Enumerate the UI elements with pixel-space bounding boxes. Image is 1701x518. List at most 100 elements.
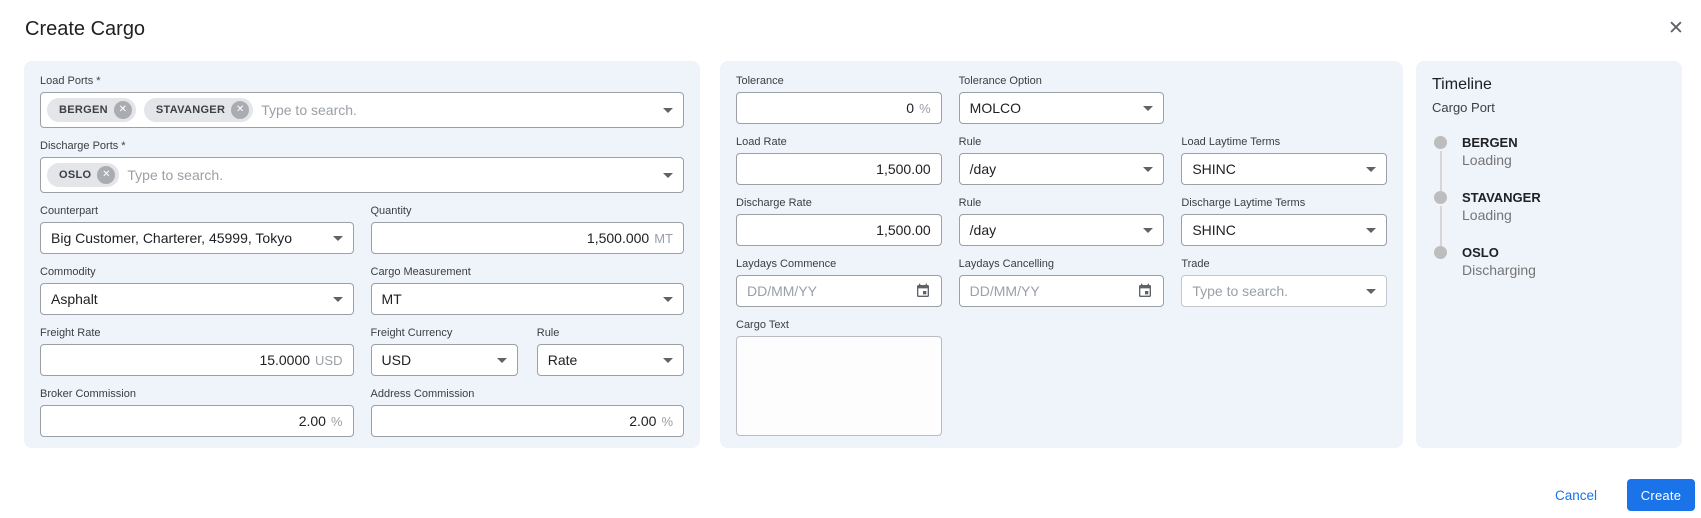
freight-currency-select[interactable]: USD	[370, 344, 518, 376]
close-icon[interactable]: ✕	[1668, 17, 1684, 39]
chip-remove-icon[interactable]: ✕	[113, 101, 132, 119]
chip-remove-icon[interactable]: ✕	[97, 166, 116, 184]
tolerance-option-label: Tolerance Option	[958, 75, 1042, 87]
trade-input[interactable]: Type to search.	[1181, 275, 1387, 307]
trade-field: Trade Type to search.	[1181, 258, 1387, 307]
chip-label: OSLO	[59, 169, 92, 181]
timeline-subtitle: Cargo Port	[1432, 100, 1495, 115]
discharge-laytime-terms-select[interactable]: SHINC	[1181, 214, 1387, 246]
quantity-label: Quantity	[370, 205, 412, 217]
dropdown-arrow-icon	[1366, 227, 1376, 233]
load-port-chip: BERGEN ✕	[47, 98, 136, 122]
broker-commission-value: 2.00	[298, 413, 326, 429]
freight-rate-input[interactable]: 15.0000 USD	[40, 344, 354, 376]
load-ports-label: Load Ports *	[40, 75, 101, 87]
laydays-cancelling-input[interactable]: DD/MM/YY	[958, 275, 1165, 307]
broker-commission-field: Broker Commission 2.00 %	[40, 388, 354, 437]
create-button[interactable]: Create	[1627, 479, 1695, 511]
load-ports-input[interactable]: BERGEN ✕ STAVANGER ✕ Type to search.	[40, 92, 684, 128]
dropdown-arrow-icon	[496, 357, 507, 363]
dropdown-arrow-icon	[663, 296, 673, 302]
load-rule-select[interactable]: /day	[958, 153, 1165, 185]
dropdown-arrow-icon	[332, 235, 343, 241]
quantity-input[interactable]: 1,500.000 MT	[370, 222, 684, 254]
timeline-port: STAVANGER	[1462, 190, 1541, 205]
trade-placeholder: Type to search.	[1192, 283, 1289, 299]
load-laytime-terms-label: Load Laytime Terms	[1181, 136, 1281, 148]
timeline-dot-icon	[1434, 246, 1447, 259]
cargo-measurement-field: Cargo Measurement MT	[370, 266, 684, 315]
laydays-commence-input[interactable]: DD/MM/YY	[736, 275, 942, 307]
timeline-connector	[1439, 151, 1442, 191]
load-ports-placeholder: Type to search.	[261, 102, 357, 118]
timeline-port: OSLO	[1462, 245, 1499, 260]
freight-rate-value: 15.0000	[259, 352, 311, 368]
cargo-measurement-label: Cargo Measurement	[370, 266, 471, 278]
cancel-button[interactable]: Cancel	[1554, 487, 1597, 503]
chip-label: STAVANGER	[155, 104, 226, 116]
timeline-title: Timeline	[1432, 76, 1492, 93]
calendar-icon[interactable]	[915, 283, 931, 299]
commodity-select[interactable]: Asphalt	[40, 283, 354, 315]
freight-rule-select[interactable]: Rate	[536, 344, 684, 376]
load-laytime-terms-select[interactable]: SHINC	[1181, 153, 1387, 185]
discharge-rate-input[interactable]: 1,500.00	[736, 214, 942, 246]
broker-commission-input[interactable]: 2.00 %	[40, 405, 354, 437]
cargo-text-input[interactable]	[736, 336, 942, 436]
load-rule-label: Rule	[958, 136, 982, 148]
address-commission-input[interactable]: 2.00 %	[370, 405, 684, 437]
quantity-field: Quantity 1,500.000 MT	[370, 205, 684, 254]
discharge-rule-label: Rule	[958, 197, 982, 209]
dropdown-arrow-icon	[1143, 105, 1154, 111]
laydays-commence-label: Laydays Commence	[736, 258, 837, 270]
page-title: Create Cargo	[25, 18, 146, 40]
discharge-ports-label: Discharge Ports *	[40, 140, 126, 152]
timeline-dot-icon	[1434, 136, 1447, 149]
address-commission-label: Address Commission	[370, 388, 475, 400]
load-rate-input[interactable]: 1,500.00	[736, 153, 942, 185]
tolerance-option-field: Tolerance Option MOLCO	[958, 75, 1165, 124]
tolerance-unit: %	[919, 100, 931, 116]
discharge-ports-field: Discharge Ports * OSLO ✕ Type to search.	[40, 140, 684, 193]
counterpart-select[interactable]: Big Customer, Charterer, 45999, Tokyo	[40, 222, 354, 254]
discharge-rule-select[interactable]: /day	[958, 214, 1165, 246]
discharge-ports-input[interactable]: OSLO ✕ Type to search.	[40, 157, 684, 193]
freight-rule-field: Rule Rate	[536, 327, 684, 376]
dialog-footer: Cancel Create	[1547, 479, 1695, 511]
timeline-activity: Discharging	[1462, 262, 1536, 278]
tolerance-label: Tolerance	[736, 75, 784, 87]
commodity-field: Commodity Asphalt	[40, 266, 354, 315]
address-commission-value: 2.00	[629, 413, 657, 429]
discharge-laytime-terms-value: SHINC	[1192, 222, 1236, 238]
freight-rate-field: Freight Rate 15.0000 USD	[40, 327, 354, 376]
laydays-cancelling-field: Laydays Cancelling DD/MM/YY	[958, 258, 1165, 307]
trade-label: Trade	[1181, 258, 1210, 270]
freight-currency-value: USD	[381, 352, 412, 368]
laydays-commence-field: Laydays Commence DD/MM/YY	[736, 258, 942, 307]
dropdown-arrow-icon	[1366, 288, 1376, 294]
dropdown-arrow-icon	[1366, 166, 1376, 172]
chip-remove-icon[interactable]: ✕	[231, 101, 250, 119]
timeline-panel: Timeline Cargo Port BERGEN Loading STAVA…	[1416, 61, 1682, 448]
dropdown-arrow-icon	[663, 357, 673, 363]
cargo-text-field: Cargo Text	[736, 319, 942, 441]
freight-rate-unit: USD	[315, 352, 343, 368]
tolerance-input[interactable]: 0 %	[736, 92, 942, 124]
discharge-port-chip: OSLO ✕	[47, 163, 120, 187]
load-rule-field: Rule /day	[958, 136, 1165, 185]
tolerance-field: Tolerance 0 %	[736, 75, 942, 124]
timeline-activity: Loading	[1462, 152, 1512, 168]
address-commission-field: Address Commission 2.00 %	[370, 388, 684, 437]
freight-rule-value: Rate	[547, 352, 578, 368]
load-rule-value: /day	[969, 161, 997, 177]
calendar-icon[interactable]	[1137, 283, 1153, 299]
tolerance-option-select[interactable]: MOLCO	[958, 92, 1165, 124]
freight-rule-label: Rule	[536, 327, 560, 339]
timeline-activity: Loading	[1462, 207, 1512, 223]
tolerance-option-value: MOLCO	[969, 100, 1021, 116]
load-rate-field: Load Rate 1,500.00	[736, 136, 942, 185]
broker-commission-unit: %	[330, 413, 343, 429]
cargo-measurement-select[interactable]: MT	[370, 283, 684, 315]
load-rate-label: Load Rate	[736, 136, 787, 148]
discharge-rate-field: Discharge Rate 1,500.00	[736, 197, 942, 246]
